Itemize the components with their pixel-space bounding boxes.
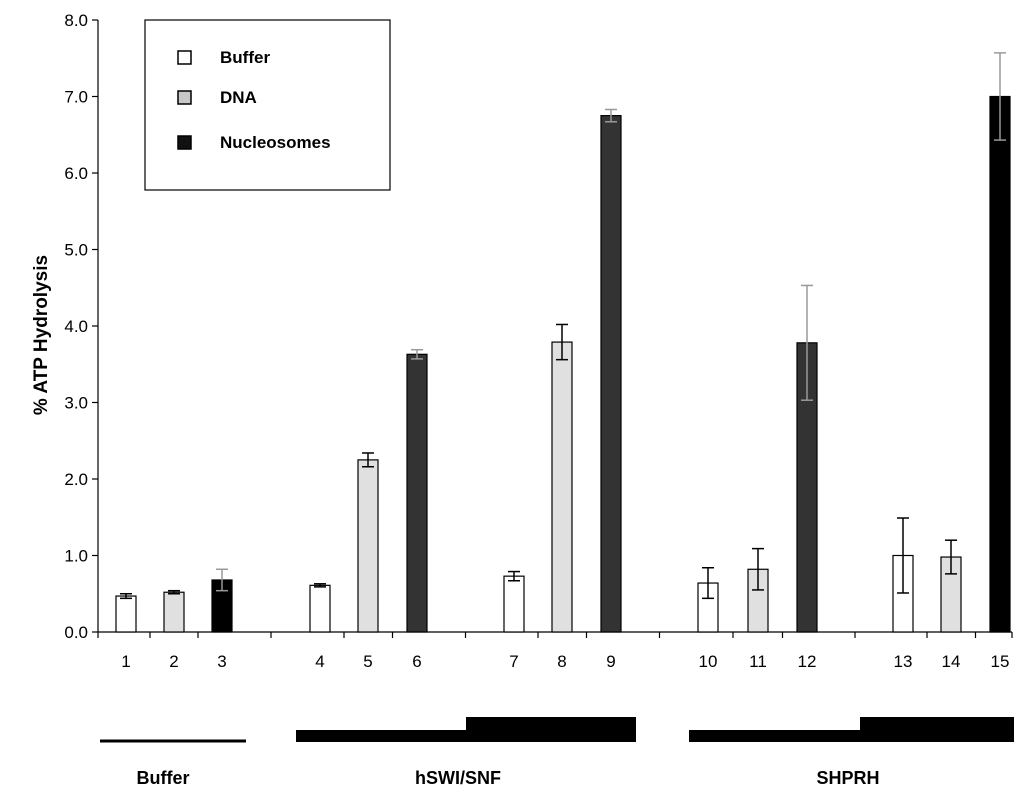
legend-swatch-dna (177, 90, 192, 105)
x-tick-label-7: 7 (509, 652, 518, 671)
x-tick-label-13: 13 (894, 652, 913, 671)
error-bar-3 (216, 568, 228, 592)
y-tick-label: 0.0 (64, 623, 88, 642)
error-bar-15 (994, 52, 1006, 141)
x-tick-label-9: 9 (606, 652, 615, 671)
x-tick-label-2: 2 (169, 652, 178, 671)
bar-7 (503, 575, 525, 633)
error-bar-13 (897, 517, 909, 594)
y-tick-label: 2.0 (64, 470, 88, 489)
x-tick-label-14: 14 (942, 652, 961, 671)
legend-box (144, 19, 391, 191)
error-bar-8 (556, 323, 568, 361)
x-tick-label-8: 8 (557, 652, 566, 671)
error-bar-6 (411, 348, 423, 360)
bar-2 (163, 591, 185, 633)
group-label-shprh: SHPRH (816, 768, 879, 785)
y-tick-label: 5.0 (64, 241, 88, 260)
legend-swatch-nucleosomes (177, 135, 192, 150)
y-tick-label: 4.0 (64, 317, 88, 336)
y-tick-label: 8.0 (64, 11, 88, 30)
legend-label-buffer: Buffer (220, 48, 270, 67)
bar-6 (406, 353, 428, 633)
x-tick-label-4: 4 (315, 652, 324, 671)
plot-area: 0.01.02.03.04.05.06.07.08.01 2 3 4 5 6 7 8 9 10 11… (64, 11, 1013, 671)
legend-label-dna: DNA (220, 88, 257, 107)
group-indicator-hswi-snf (296, 717, 636, 742)
error-bar-5 (362, 452, 374, 468)
error-bar-4 (314, 583, 326, 588)
bar-8 (551, 341, 573, 633)
legend: Buffer DNA Nucleosomes (144, 19, 391, 191)
x-tick-label-10: 10 (699, 652, 718, 671)
bar-15 (989, 95, 1011, 633)
x-tick-label-3: 3 (217, 652, 226, 671)
y-axis-title: % ATP Hydrolysis (31, 255, 52, 415)
y-tick-label: 3.0 (64, 394, 88, 413)
error-bar-10 (702, 566, 714, 600)
y-tick-label: 1.0 (64, 547, 88, 566)
bar-1 (115, 595, 137, 633)
y-tick-label: 7.0 (64, 88, 88, 107)
legend-swatch-buffer (177, 50, 192, 65)
error-bar-7 (508, 570, 520, 582)
bar-4 (309, 584, 331, 633)
legend-label-nucleosomes: Nucleosomes (220, 133, 331, 152)
x-tick-label-15: 15 (991, 652, 1010, 671)
x-tick-label-12: 12 (798, 652, 817, 671)
x-tick-label-1: 1 (121, 652, 130, 671)
group-indicators: Buffer hSWI/SNF SHPRH (100, 717, 1014, 785)
bar-5 (357, 459, 379, 633)
error-bar-9 (605, 108, 617, 123)
error-bar-14 (945, 539, 957, 575)
y-tick-label: 6.0 (64, 164, 88, 183)
error-bar-11 (752, 547, 764, 591)
bar-9 (600, 115, 622, 633)
group-label-hswi-snf: hSWI/SNF (415, 768, 501, 785)
error-bar-2 (168, 589, 180, 595)
group-label-buffer: Buffer (137, 768, 190, 785)
x-tick-label-6: 6 (412, 652, 421, 671)
x-tick-label-5: 5 (363, 652, 372, 671)
x-tick-label-11: 11 (749, 652, 767, 671)
error-bar-12 (801, 284, 813, 401)
error-bar-1 (120, 593, 132, 600)
group-indicator-shprh (689, 717, 1014, 742)
